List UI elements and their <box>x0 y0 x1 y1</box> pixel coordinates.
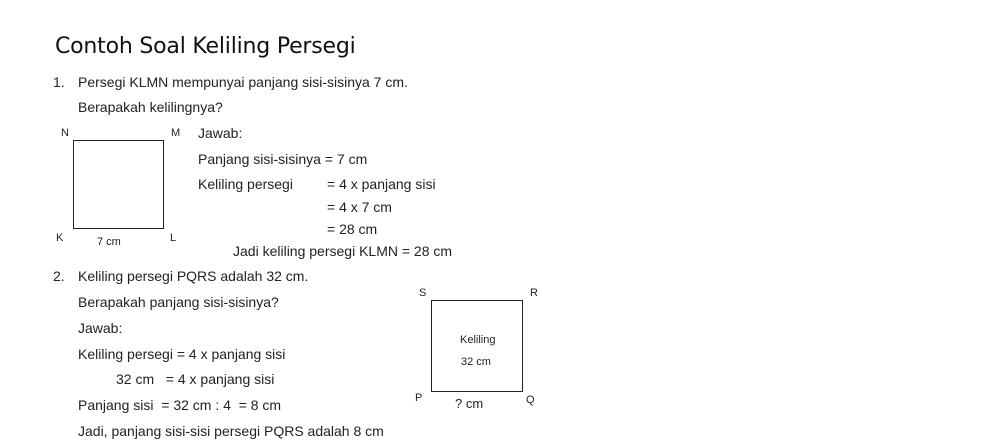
problem-1-question: Berapakah kelilingnya? <box>78 99 223 115</box>
vertex-label-k: K <box>56 232 64 244</box>
square-klmn <box>73 140 164 229</box>
side-length-line: Panjang sisi-sisinya = 7 cm <box>198 151 368 167</box>
vertex-label-p: P <box>415 392 423 404</box>
problem-2-number: 2. <box>53 268 65 284</box>
side-length-label: 7 cm <box>97 236 121 248</box>
inner-keliling-value: 32 cm <box>461 356 491 368</box>
vertex-label-s: S <box>419 287 427 299</box>
vertex-label-n: N <box>61 127 69 139</box>
answer-label: Jawab: <box>198 125 243 141</box>
unknown-side-label: ? cm <box>455 396 484 411</box>
side-result-line: Panjang sisi = 32 cm : 4 = 8 cm <box>78 397 282 413</box>
calc-step-2: = 4 x 7 cm <box>327 199 392 215</box>
calc-step-3: = 28 cm <box>327 221 378 237</box>
vertex-label-r: R <box>530 287 538 299</box>
vertex-label-l: L <box>170 232 177 244</box>
formula-line: Keliling persegi = 4 x panjang sisi <box>78 346 286 362</box>
problem-2-statement: Keliling persegi PQRS adalah 32 cm. <box>78 268 309 284</box>
square-pqrs <box>431 300 523 392</box>
problem-1-statement: Persegi KLMN mempunyai panjang sisi-sisi… <box>78 74 408 90</box>
calc-step-1: = 4 x panjang sisi <box>327 176 436 192</box>
conclusion-1: Jadi keliling persegi KLMN = 28 cm <box>233 243 453 259</box>
inner-keliling-label: Keliling <box>460 334 496 346</box>
vertex-label-m: M <box>171 127 181 139</box>
conclusion-2: Jadi, panjang sisi-sisi persegi PQRS ada… <box>78 423 384 439</box>
problem-1-number: 1. <box>53 74 65 90</box>
problem-2-question: Berapakah panjang sisi-sisinya? <box>78 294 279 310</box>
keliling-label: Keliling persegi <box>198 176 293 192</box>
equation-line: 32 cm = 4 x panjang sisi <box>116 371 275 387</box>
vertex-label-q: Q <box>526 394 535 406</box>
page-title: Contoh Soal Keliling Persegi <box>55 34 356 59</box>
answer-label-2: Jawab: <box>78 320 123 336</box>
